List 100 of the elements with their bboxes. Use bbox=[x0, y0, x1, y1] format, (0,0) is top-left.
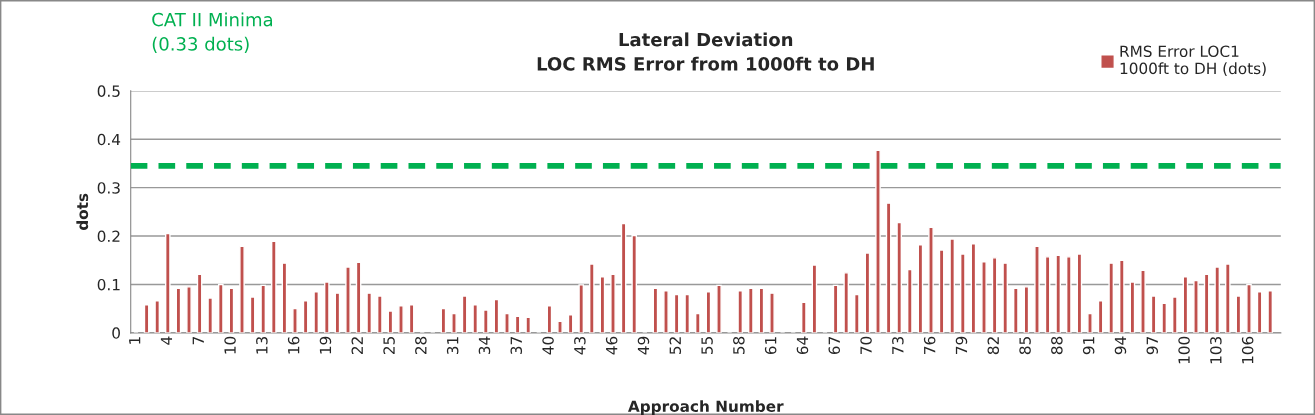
x-tick-label: 85 bbox=[1019, 337, 1031, 355]
bar bbox=[959, 253, 966, 333]
bar bbox=[737, 290, 744, 333]
x-tick-label: 88 bbox=[1051, 336, 1063, 355]
bar bbox=[981, 261, 987, 333]
y-tick-label: 0 bbox=[112, 327, 120, 339]
x-tick-label: 22 bbox=[351, 337, 363, 355]
bar bbox=[853, 293, 860, 333]
x-tick-label: 19 bbox=[319, 336, 332, 354]
x-tick-label: 13 bbox=[256, 336, 268, 354]
x-tick-label: 16 bbox=[287, 336, 300, 354]
x-tick-label: 40 bbox=[542, 336, 554, 355]
x-tick-label: 46 bbox=[605, 336, 618, 355]
bar bbox=[472, 304, 479, 333]
x-tick-label: 100 bbox=[1178, 336, 1190, 364]
x-tick-label: 58 bbox=[733, 336, 745, 354]
bar bbox=[631, 234, 638, 333]
bar bbox=[1012, 287, 1019, 333]
x-tick-label: 103 bbox=[1210, 336, 1222, 364]
bar bbox=[313, 291, 320, 333]
x-tick-label: 61 bbox=[764, 337, 777, 355]
bar bbox=[398, 305, 404, 333]
legend-label: RMS Error LOC1 1000ft to DH (dots) bbox=[1120, 45, 1266, 76]
x-tick-label: 64 bbox=[796, 336, 809, 355]
x-tick-label: 34 bbox=[478, 336, 491, 355]
x-tick-label: 7 bbox=[192, 337, 204, 345]
bar bbox=[684, 293, 691, 333]
x-tick-label: 10 bbox=[224, 336, 236, 354]
chart-title: Lateral Deviation LOC RMS Error from 1000ft to DH bbox=[537, 32, 874, 71]
bar bbox=[1055, 254, 1062, 333]
x-tick-label: 76 bbox=[923, 336, 936, 354]
x-tick-label: 37 bbox=[510, 337, 523, 355]
bar bbox=[1002, 262, 1009, 333]
bar bbox=[154, 300, 161, 333]
x-tick-label: 28 bbox=[415, 336, 427, 355]
bar bbox=[504, 312, 510, 333]
x-tick-label: 67 bbox=[828, 337, 841, 355]
x-tick-label: 73 bbox=[892, 336, 904, 354]
x-tick-label: 91 bbox=[1082, 337, 1095, 355]
x-tick-label: 31 bbox=[446, 337, 459, 355]
bar bbox=[376, 295, 383, 333]
bar bbox=[800, 301, 807, 333]
bar bbox=[1267, 290, 1274, 333]
bar bbox=[164, 232, 171, 333]
bar bbox=[843, 272, 850, 333]
bar bbox=[610, 273, 616, 333]
x-tick-label: 25 bbox=[383, 337, 395, 355]
bar bbox=[896, 221, 903, 333]
bar bbox=[694, 312, 701, 333]
x-tick-label: 55 bbox=[701, 337, 713, 354]
x-tick-label: 97 bbox=[1146, 337, 1159, 355]
bar bbox=[588, 263, 595, 333]
bar bbox=[1171, 296, 1178, 333]
bar bbox=[217, 283, 224, 333]
x-tick-label: 4 bbox=[160, 336, 173, 345]
x-tick-label: 49 bbox=[637, 336, 650, 355]
bar bbox=[769, 292, 775, 333]
bar bbox=[239, 245, 245, 333]
bar bbox=[906, 268, 913, 333]
x-tick-label: 43 bbox=[574, 336, 586, 355]
bar bbox=[207, 297, 214, 333]
bar bbox=[1161, 302, 1168, 333]
x-tick-label: 70 bbox=[860, 336, 872, 354]
bar bbox=[578, 284, 585, 333]
bar bbox=[525, 316, 532, 333]
bar bbox=[1118, 259, 1125, 333]
bar bbox=[323, 281, 330, 333]
bar bbox=[663, 290, 669, 333]
bar bbox=[1140, 269, 1146, 333]
bar bbox=[1065, 256, 1072, 333]
x-tick-label: 106 bbox=[1241, 336, 1254, 364]
x-tick-label: 82 bbox=[987, 337, 1000, 355]
bar bbox=[186, 286, 192, 333]
bar bbox=[1108, 262, 1115, 333]
bar bbox=[451, 312, 457, 333]
x-axis-title: Approach Number bbox=[627, 400, 784, 415]
y-tick-label: 0.3 bbox=[97, 182, 120, 194]
bar bbox=[949, 238, 956, 333]
bar bbox=[875, 149, 881, 333]
y-axis-title: dots bbox=[76, 193, 89, 231]
bar bbox=[1193, 279, 1199, 333]
bar bbox=[345, 266, 351, 333]
bar bbox=[1087, 312, 1093, 333]
bar bbox=[260, 284, 267, 333]
bar bbox=[1246, 283, 1252, 333]
bar bbox=[747, 287, 754, 333]
bar bbox=[716, 284, 722, 333]
bar bbox=[557, 320, 563, 333]
x-tick-label: 52 bbox=[669, 337, 682, 354]
bar bbox=[366, 292, 373, 333]
bar bbox=[482, 309, 489, 333]
bar bbox=[1034, 245, 1040, 333]
x-tick-label: 1 bbox=[129, 337, 141, 344]
y-tick-label: 0.4 bbox=[97, 133, 121, 146]
bar bbox=[270, 240, 277, 333]
y-tick-label: 0.5 bbox=[97, 85, 120, 97]
bar bbox=[1214, 266, 1221, 333]
x-tick-label: 94 bbox=[1114, 336, 1127, 355]
x-tick-label: 79 bbox=[955, 336, 968, 354]
ref-line-label: CAT II Minima (0.33 dots) bbox=[152, 12, 273, 53]
